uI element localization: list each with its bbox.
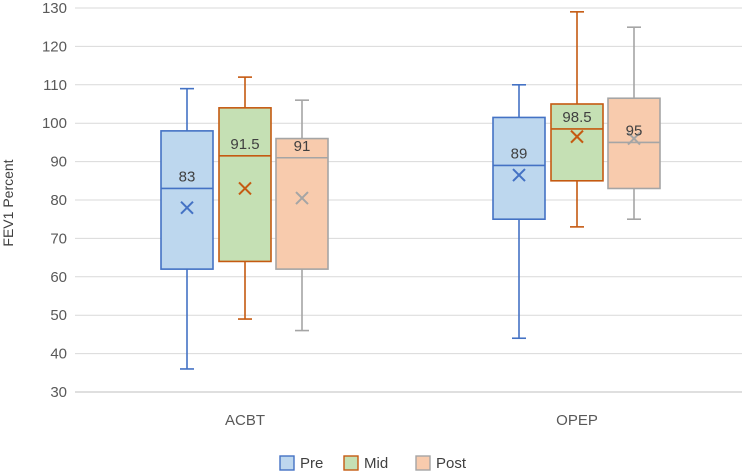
- y-tick-label: 130: [42, 0, 67, 17]
- y-tick-label: 50: [50, 307, 67, 324]
- median-data-label: 91: [294, 138, 311, 155]
- iqr-box: [492, 116, 546, 221]
- median-data-label: 83: [179, 168, 196, 185]
- y-axis-label: FEV1 Percent: [0, 159, 16, 246]
- legend-swatch: [343, 455, 359, 471]
- mean-marker: [295, 191, 309, 205]
- box-mid-acbt: 91.5: [218, 76, 272, 320]
- y-tick-label: 40: [50, 346, 67, 363]
- y-tick-label: 80: [50, 192, 67, 209]
- mean-marker: [512, 168, 526, 182]
- median-data-label: 98.5: [562, 109, 591, 126]
- y-tick-label: 30: [50, 384, 67, 401]
- y-tick-label: 120: [42, 38, 67, 55]
- legend-swatch: [279, 455, 295, 471]
- iqr-box: [218, 107, 272, 263]
- box-pre-opep: 89: [492, 84, 546, 340]
- legend-item-pre: Pre: [279, 455, 323, 472]
- iqr-box: [160, 130, 214, 270]
- legend-label: Mid: [364, 455, 388, 472]
- median-data-label: 89: [511, 145, 528, 162]
- category-label: ACBT: [225, 412, 265, 429]
- box-pre-acbt: 83: [160, 87, 214, 370]
- y-tick-label: 110: [43, 77, 67, 94]
- boxes: 83 91.5 91 89 98.5 95: [160, 11, 661, 370]
- y-tick-label: 60: [50, 269, 67, 286]
- legend-item-mid: Mid: [343, 455, 388, 472]
- box-post-acbt: 91: [275, 99, 329, 332]
- category-label: OPEP: [556, 412, 598, 429]
- iqr-box: [550, 103, 604, 182]
- box-post-opep: 95: [607, 26, 661, 220]
- mean-marker: [238, 181, 252, 196]
- y-tick-label: 70: [50, 230, 67, 247]
- y-tick-label: 100: [42, 115, 67, 132]
- mean-marker: [627, 131, 641, 146]
- iqr-box: [275, 137, 329, 270]
- legend-label: Post: [436, 455, 467, 472]
- legend-item-post: Post: [415, 455, 467, 472]
- y-tick-label: 90: [50, 154, 67, 171]
- x-axis-categories: ACBT OPEP: [225, 412, 598, 429]
- median-data-label: 91.5: [230, 136, 259, 153]
- mean-marker: [570, 129, 584, 144]
- iqr-box: [607, 97, 661, 190]
- y-axis-ticks: 30 40 50 60 70 80 90 100 110 120 130: [42, 0, 67, 401]
- median-data-label: 95: [626, 122, 643, 139]
- legend: Pre Mid Post: [279, 455, 467, 472]
- legend-swatch: [415, 455, 431, 471]
- legend-label: Pre: [300, 455, 323, 472]
- box-mid-opep: 98.5: [550, 11, 604, 228]
- mean-marker: [180, 200, 194, 215]
